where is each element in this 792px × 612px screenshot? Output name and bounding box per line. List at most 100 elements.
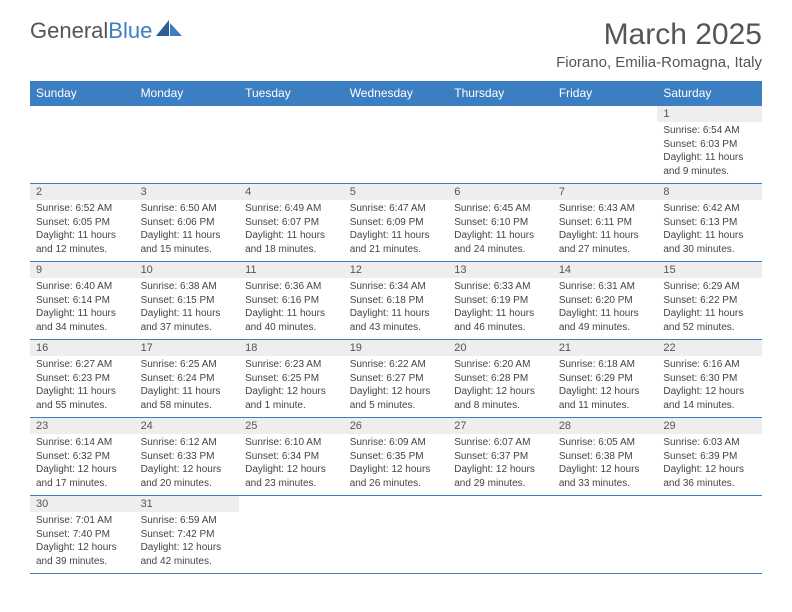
calendar-cell: 1Sunrise: 6:54 AMSunset: 6:03 PMDaylight…	[657, 106, 762, 184]
calendar-cell	[344, 496, 449, 574]
day-number: 8	[657, 184, 762, 200]
day-details: Sunrise: 6:10 AMSunset: 6:34 PMDaylight:…	[239, 434, 344, 494]
day-details: Sunrise: 6:07 AMSunset: 6:37 PMDaylight:…	[448, 434, 553, 494]
calendar-cell: 28Sunrise: 6:05 AMSunset: 6:38 PMDayligh…	[553, 418, 658, 496]
calendar-row: 30Sunrise: 7:01 AMSunset: 7:40 PMDayligh…	[30, 496, 762, 574]
day-number: 14	[553, 262, 658, 278]
day-details: Sunrise: 6:25 AMSunset: 6:24 PMDaylight:…	[135, 356, 240, 416]
calendar-cell: 23Sunrise: 6:14 AMSunset: 6:32 PMDayligh…	[30, 418, 135, 496]
day-details: Sunrise: 6:29 AMSunset: 6:22 PMDaylight:…	[657, 278, 762, 338]
brand-part1: General	[30, 18, 108, 44]
day-details: Sunrise: 6:27 AMSunset: 6:23 PMDaylight:…	[30, 356, 135, 416]
calendar-cell: 22Sunrise: 6:16 AMSunset: 6:30 PMDayligh…	[657, 340, 762, 418]
calendar-cell: 25Sunrise: 6:10 AMSunset: 6:34 PMDayligh…	[239, 418, 344, 496]
weekday-header: Thursday	[448, 81, 553, 106]
calendar-cell	[239, 106, 344, 184]
day-number: 25	[239, 418, 344, 434]
calendar-cell: 4Sunrise: 6:49 AMSunset: 6:07 PMDaylight…	[239, 184, 344, 262]
calendar-cell: 5Sunrise: 6:47 AMSunset: 6:09 PMDaylight…	[344, 184, 449, 262]
day-details: Sunrise: 6:05 AMSunset: 6:38 PMDaylight:…	[553, 434, 658, 494]
day-details: Sunrise: 6:36 AMSunset: 6:16 PMDaylight:…	[239, 278, 344, 338]
calendar-cell	[448, 496, 553, 574]
weekday-header: Tuesday	[239, 81, 344, 106]
calendar-cell: 16Sunrise: 6:27 AMSunset: 6:23 PMDayligh…	[30, 340, 135, 418]
day-details: Sunrise: 6:38 AMSunset: 6:15 PMDaylight:…	[135, 278, 240, 338]
day-details: Sunrise: 6:12 AMSunset: 6:33 PMDaylight:…	[135, 434, 240, 494]
day-number: 13	[448, 262, 553, 278]
calendar-cell	[239, 496, 344, 574]
calendar-row: 9Sunrise: 6:40 AMSunset: 6:14 PMDaylight…	[30, 262, 762, 340]
day-number: 24	[135, 418, 240, 434]
calendar-cell: 17Sunrise: 6:25 AMSunset: 6:24 PMDayligh…	[135, 340, 240, 418]
day-number: 3	[135, 184, 240, 200]
calendar-cell: 13Sunrise: 6:33 AMSunset: 6:19 PMDayligh…	[448, 262, 553, 340]
day-number: 30	[30, 496, 135, 512]
month-title: March 2025	[556, 18, 762, 52]
day-details: Sunrise: 6:03 AMSunset: 6:39 PMDaylight:…	[657, 434, 762, 494]
day-details: Sunrise: 6:09 AMSunset: 6:35 PMDaylight:…	[344, 434, 449, 494]
calendar-cell: 2Sunrise: 6:52 AMSunset: 6:05 PMDaylight…	[30, 184, 135, 262]
day-details: Sunrise: 6:34 AMSunset: 6:18 PMDaylight:…	[344, 278, 449, 338]
day-details: Sunrise: 6:33 AMSunset: 6:19 PMDaylight:…	[448, 278, 553, 338]
day-number: 21	[553, 340, 658, 356]
calendar-cell: 7Sunrise: 6:43 AMSunset: 6:11 PMDaylight…	[553, 184, 658, 262]
day-number: 28	[553, 418, 658, 434]
calendar-cell: 12Sunrise: 6:34 AMSunset: 6:18 PMDayligh…	[344, 262, 449, 340]
day-number: 5	[344, 184, 449, 200]
day-number: 16	[30, 340, 135, 356]
calendar-cell	[344, 106, 449, 184]
day-details: Sunrise: 6:20 AMSunset: 6:28 PMDaylight:…	[448, 356, 553, 416]
brand-logo: GeneralBlue	[30, 18, 184, 44]
weekday-header: Saturday	[657, 81, 762, 106]
calendar-cell: 6Sunrise: 6:45 AMSunset: 6:10 PMDaylight…	[448, 184, 553, 262]
day-number: 27	[448, 418, 553, 434]
day-number: 7	[553, 184, 658, 200]
calendar-cell: 8Sunrise: 6:42 AMSunset: 6:13 PMDaylight…	[657, 184, 762, 262]
day-details: Sunrise: 6:45 AMSunset: 6:10 PMDaylight:…	[448, 200, 553, 260]
calendar-cell: 14Sunrise: 6:31 AMSunset: 6:20 PMDayligh…	[553, 262, 658, 340]
day-details: Sunrise: 6:47 AMSunset: 6:09 PMDaylight:…	[344, 200, 449, 260]
day-number: 31	[135, 496, 240, 512]
sail-icon	[156, 18, 184, 44]
day-details: Sunrise: 6:54 AMSunset: 6:03 PMDaylight:…	[657, 122, 762, 182]
calendar-cell: 18Sunrise: 6:23 AMSunset: 6:25 PMDayligh…	[239, 340, 344, 418]
calendar-cell: 15Sunrise: 6:29 AMSunset: 6:22 PMDayligh…	[657, 262, 762, 340]
day-number: 18	[239, 340, 344, 356]
day-details: Sunrise: 6:18 AMSunset: 6:29 PMDaylight:…	[553, 356, 658, 416]
day-details: Sunrise: 6:16 AMSunset: 6:30 PMDaylight:…	[657, 356, 762, 416]
calendar-cell: 11Sunrise: 6:36 AMSunset: 6:16 PMDayligh…	[239, 262, 344, 340]
weekday-header: Monday	[135, 81, 240, 106]
day-number: 11	[239, 262, 344, 278]
calendar-cell: 26Sunrise: 6:09 AMSunset: 6:35 PMDayligh…	[344, 418, 449, 496]
calendar-cell: 20Sunrise: 6:20 AMSunset: 6:28 PMDayligh…	[448, 340, 553, 418]
brand-part2: Blue	[108, 18, 152, 44]
calendar-cell: 30Sunrise: 7:01 AMSunset: 7:40 PMDayligh…	[30, 496, 135, 574]
day-number: 9	[30, 262, 135, 278]
day-number: 10	[135, 262, 240, 278]
day-details: Sunrise: 6:52 AMSunset: 6:05 PMDaylight:…	[30, 200, 135, 260]
day-details: Sunrise: 6:42 AMSunset: 6:13 PMDaylight:…	[657, 200, 762, 260]
calendar-cell: 9Sunrise: 6:40 AMSunset: 6:14 PMDaylight…	[30, 262, 135, 340]
weekday-header: Sunday	[30, 81, 135, 106]
calendar-cell: 10Sunrise: 6:38 AMSunset: 6:15 PMDayligh…	[135, 262, 240, 340]
day-number: 22	[657, 340, 762, 356]
day-details: Sunrise: 6:50 AMSunset: 6:06 PMDaylight:…	[135, 200, 240, 260]
day-number: 19	[344, 340, 449, 356]
calendar-cell	[448, 106, 553, 184]
day-details: Sunrise: 6:59 AMSunset: 7:42 PMDaylight:…	[135, 512, 240, 572]
day-details: Sunrise: 6:14 AMSunset: 6:32 PMDaylight:…	[30, 434, 135, 494]
day-number: 4	[239, 184, 344, 200]
day-number: 20	[448, 340, 553, 356]
day-number: 6	[448, 184, 553, 200]
calendar-cell: 27Sunrise: 6:07 AMSunset: 6:37 PMDayligh…	[448, 418, 553, 496]
calendar-table: Sunday Monday Tuesday Wednesday Thursday…	[30, 81, 762, 574]
day-number: 15	[657, 262, 762, 278]
day-number: 1	[657, 106, 762, 122]
day-number: 29	[657, 418, 762, 434]
calendar-row: 1Sunrise: 6:54 AMSunset: 6:03 PMDaylight…	[30, 106, 762, 184]
calendar-cell: 29Sunrise: 6:03 AMSunset: 6:39 PMDayligh…	[657, 418, 762, 496]
title-block: March 2025 Fiorano, Emilia-Romagna, Ital…	[556, 18, 762, 71]
day-number: 12	[344, 262, 449, 278]
calendar-cell: 19Sunrise: 6:22 AMSunset: 6:27 PMDayligh…	[344, 340, 449, 418]
day-number: 26	[344, 418, 449, 434]
